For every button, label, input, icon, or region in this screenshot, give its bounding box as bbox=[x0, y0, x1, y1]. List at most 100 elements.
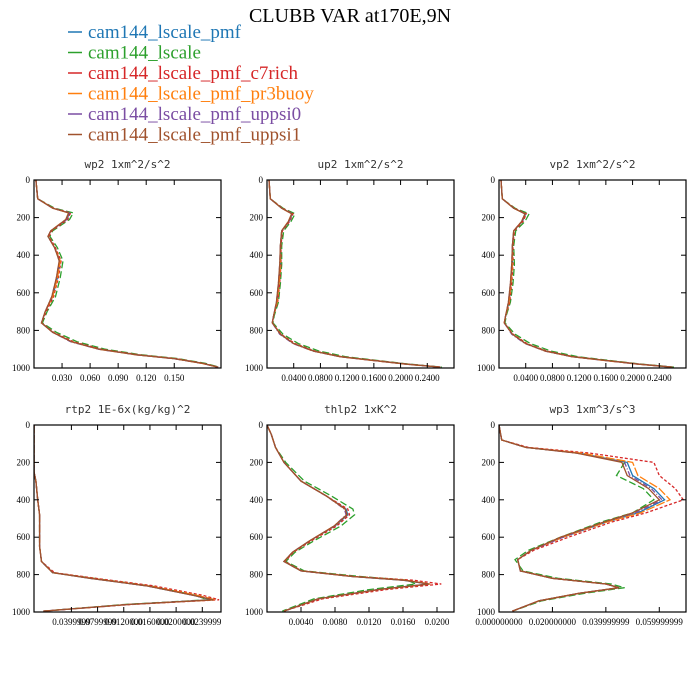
x-tick-label: 0.2400 bbox=[647, 373, 672, 383]
series-line-3 bbox=[500, 180, 673, 368]
panel-1: wp2 1xm^2/s^2 0 200 400 600 800 1000 0.030 0.060… bbox=[12, 158, 222, 383]
x-tick-label: 0.1600 bbox=[593, 373, 618, 383]
x-tick-label: 0.0040 bbox=[289, 617, 314, 627]
series-line-5 bbox=[35, 180, 218, 368]
x-tick-label: 0.060 bbox=[80, 373, 101, 383]
y-tick-label: 1000 bbox=[245, 363, 264, 373]
series-line-2 bbox=[35, 180, 220, 368]
series-line-3 bbox=[35, 180, 219, 368]
panel-2: up2 1xm^2/s^2 0 200 400 600 800 1000 0.0400 0.08… bbox=[245, 158, 455, 383]
legend-label: cam144_lscale_pmf bbox=[88, 22, 242, 43]
x-tick-label: 0.059999999 bbox=[636, 617, 684, 627]
y-tick-label: 1000 bbox=[12, 607, 31, 617]
panel-title: rtp2 1E-6x(kg/kg)^2 bbox=[65, 403, 191, 416]
legend-label: cam144_lscale bbox=[88, 43, 201, 64]
figure-title: CLUBB VAR at170E,9N bbox=[249, 5, 451, 27]
y-tick-label: 400 bbox=[250, 495, 264, 505]
series-line-3 bbox=[268, 180, 441, 368]
x-tick-label: 0.030 bbox=[52, 373, 73, 383]
y-tick-label: 600 bbox=[250, 532, 264, 542]
y-tick-label: 600 bbox=[482, 288, 496, 298]
x-tick-label: 0.000000000 bbox=[475, 617, 523, 627]
plot-frame bbox=[266, 179, 455, 369]
x-tick-label: 0.0400 bbox=[513, 373, 538, 383]
y-tick-label: 800 bbox=[482, 325, 496, 335]
legend-label: cam144_lscale_pmf_uppsi1 bbox=[88, 125, 301, 146]
panel-title: vp2 1xm^2/s^2 bbox=[549, 158, 635, 171]
y-tick-label: 0 bbox=[259, 175, 264, 185]
x-tick-label: 0.0399999 bbox=[52, 617, 91, 627]
series-line-1 bbox=[35, 180, 219, 368]
x-tick-label: 0.0160000 bbox=[131, 617, 170, 627]
y-tick-label: 200 bbox=[17, 213, 31, 223]
legend-entry: cam144_lscale_pmf_uppsi1 bbox=[68, 125, 301, 146]
y-tick-label: 400 bbox=[250, 250, 264, 260]
y-tick-label: 800 bbox=[17, 570, 31, 580]
series-group bbox=[499, 425, 685, 612]
x-tick-label: 0.0800 bbox=[308, 373, 333, 383]
y-tick-label: 800 bbox=[250, 570, 264, 580]
legend-entry: cam144_lscale_pmf bbox=[68, 22, 242, 43]
y-tick-label: 0 bbox=[26, 175, 31, 185]
series-line-6 bbox=[499, 425, 661, 612]
series-line-2 bbox=[34, 425, 209, 612]
y-tick-label: 0 bbox=[491, 420, 496, 430]
series-group bbox=[267, 425, 442, 612]
plot-frame bbox=[33, 424, 222, 613]
y-tick-label: 1000 bbox=[12, 363, 31, 373]
plot-frame bbox=[498, 179, 687, 369]
panel-title: wp3 1xm^3/s^3 bbox=[549, 403, 635, 416]
x-tick-label: 0.0239999 bbox=[183, 617, 222, 627]
y-tick-label: 200 bbox=[482, 213, 496, 223]
legend-entry: cam144_lscale_pmf_pr3buoy bbox=[68, 84, 314, 105]
y-tick-label: 1000 bbox=[477, 363, 496, 373]
y-tick-label: 800 bbox=[17, 325, 31, 335]
series-line-5 bbox=[267, 425, 429, 612]
y-tick-label: 600 bbox=[17, 288, 31, 298]
y-tick-label: 0 bbox=[259, 420, 264, 430]
y-tick-label: 200 bbox=[250, 457, 264, 467]
y-tick-label: 800 bbox=[482, 570, 496, 580]
legend-entry: cam144_lscale_pmf_c7rich bbox=[68, 63, 298, 84]
x-tick-label: 0.0080 bbox=[323, 617, 348, 627]
series-group bbox=[500, 180, 675, 368]
y-tick-label: 400 bbox=[482, 495, 496, 505]
legend-entry: cam144_lscale bbox=[68, 43, 201, 64]
panel-4: rtp2 1E-6x(kg/kg)^2 0 200 400 600 800 1000 0.03… bbox=[12, 403, 222, 627]
y-tick-label: 200 bbox=[482, 457, 496, 467]
x-tick-label: 0.020000000 bbox=[529, 617, 577, 627]
panel-title: wp2 1xm^2/s^2 bbox=[84, 158, 170, 171]
y-tick-label: 400 bbox=[17, 495, 31, 505]
series-line-6 bbox=[267, 425, 430, 612]
x-tick-label: 0.2000 bbox=[620, 373, 645, 383]
panel-title: up2 1xm^2/s^2 bbox=[317, 158, 403, 171]
x-tick-label: 0.039999999 bbox=[582, 617, 630, 627]
y-tick-label: 600 bbox=[482, 532, 496, 542]
series-line-6 bbox=[500, 180, 673, 368]
y-tick-label: 0 bbox=[491, 175, 496, 185]
x-tick-label: 0.1600 bbox=[361, 373, 386, 383]
series-line-4 bbox=[499, 425, 672, 612]
x-tick-label: 0.150 bbox=[164, 373, 185, 383]
y-tick-label: 0 bbox=[26, 420, 31, 430]
series-line-2 bbox=[500, 180, 675, 368]
panel-3: vp2 1xm^2/s^2 0 200 400 600 800 1000 0.0400 0.08… bbox=[477, 158, 687, 383]
y-tick-label: 1000 bbox=[477, 607, 496, 617]
y-tick-label: 600 bbox=[17, 532, 31, 542]
series-line-1 bbox=[267, 425, 429, 612]
legend-label: cam144_lscale_pmf_pr3buoy bbox=[88, 84, 314, 105]
plot-frame bbox=[266, 424, 455, 613]
y-tick-label: 400 bbox=[17, 250, 31, 260]
x-tick-label: 0.1200 bbox=[567, 373, 592, 383]
panel-title: thlp2 1xK^2 bbox=[324, 403, 397, 416]
x-tick-label: 0.0800 bbox=[540, 373, 565, 383]
series-line-6 bbox=[35, 180, 219, 368]
series-line-2 bbox=[267, 425, 419, 612]
series-line-5 bbox=[500, 180, 673, 368]
plot-frame bbox=[498, 424, 687, 613]
x-tick-label: 0.0200 bbox=[425, 617, 450, 627]
legend-label: cam144_lscale_pmf_c7rich bbox=[88, 63, 298, 84]
x-tick-label: 0.0120000 bbox=[105, 617, 144, 627]
series-line-6 bbox=[268, 180, 441, 368]
